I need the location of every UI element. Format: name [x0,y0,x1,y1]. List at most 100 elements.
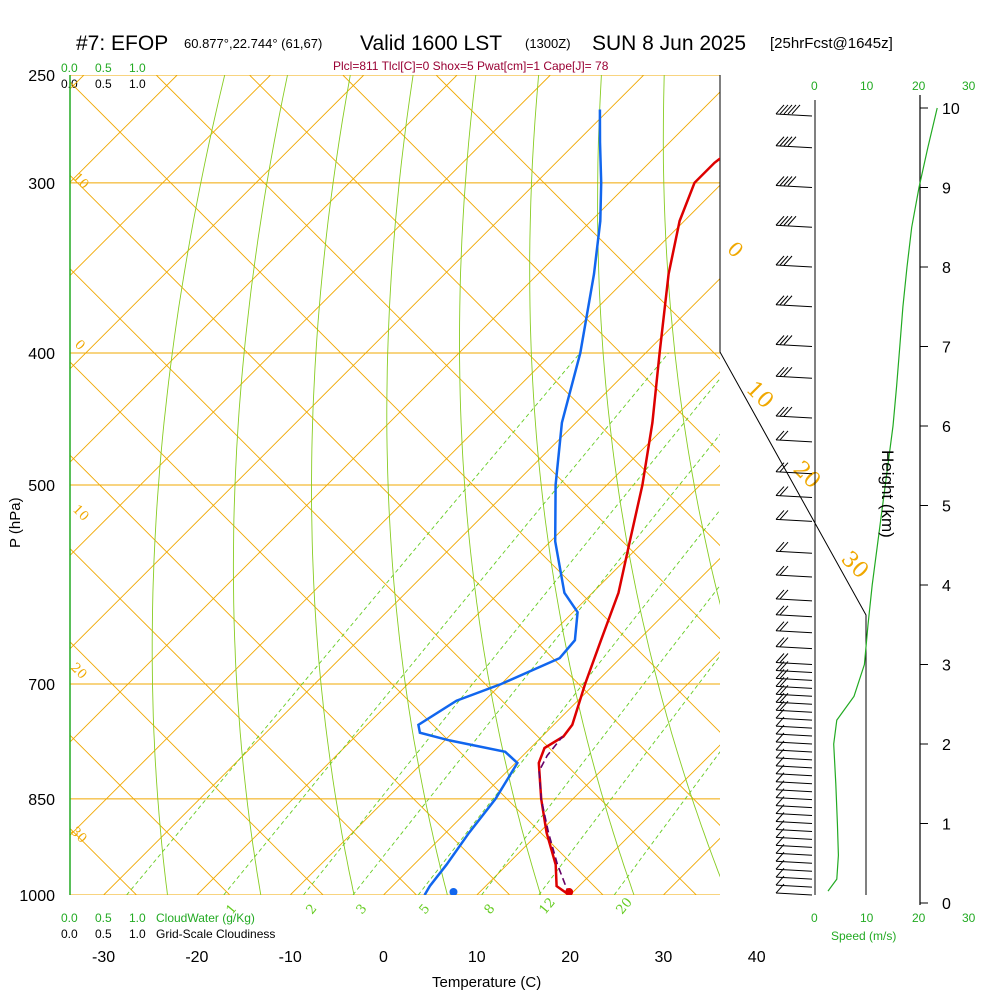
mixing-ratio-line [352,433,720,895]
pressure-tick-label: 250 [28,68,55,85]
wind-barb-feather [775,255,785,266]
wind-barb-feather [779,605,789,616]
cloud-scale-top: 0.0 0.5 1.0 0.0 0.5 1.0 [61,61,146,91]
height-tick-label: 7 [942,340,951,357]
wind-barb-shaft [775,598,813,602]
isotherm-line [569,744,720,895]
mixing-ratio-label: 3 [354,902,371,918]
dewpoint-line [417,109,603,895]
dry-adiabat [915,75,1000,895]
dry-adiabat [597,75,720,878]
wind-barb-feather [779,215,789,226]
wind-barb [775,565,813,578]
wind-barb [775,176,813,188]
speed-label: Speed (m/s) [831,929,896,943]
wind-barb-feather [775,335,785,345]
height-tick-label: 6 [942,419,951,436]
wind-barb-feather [779,637,789,647]
scale-top-black-2: 1.0 [129,77,146,91]
wind-barb-feather [775,510,785,520]
wind-barb-shaft [775,224,813,228]
pressure-tick-label: 500 [28,478,55,495]
wind-barb-shaft [775,709,813,713]
wind-barb-shaft [775,185,813,188]
wind-barb-feather [775,462,785,473]
wind-barb-shaft [775,821,813,824]
wind-barb-feather [787,136,797,147]
wind-barb-shaft [775,868,813,872]
wind-barb-feather [779,486,789,496]
speed-top-20: 20 [912,79,926,93]
wind-barb-shaft [775,876,813,880]
wind-barb-shaft [775,741,813,745]
scale-top-green-1: 0.5 [95,61,112,75]
wind-barb-feather [779,295,789,306]
wind-barb-shaft [775,892,813,896]
wind-barb-shaft [775,264,813,268]
wind-barb-feather [779,366,789,377]
wind-barb-shaft [775,836,813,840]
wind-barb-feather [779,255,789,266]
wind-barb-feather [775,366,785,377]
temperature-tick-label: 0 [379,949,388,966]
wind-barb-shaft [775,828,813,832]
wind-barb-feather [779,136,789,147]
surface-temperature-dot [565,888,574,895]
temperature-tick-label: -30 [92,949,115,966]
wind-barb-feather [779,589,789,600]
wind-barb-shaft [775,781,813,785]
plot-right-border [719,75,867,895]
isotherm-label: 0 [722,237,748,263]
wind-panel [775,104,938,896]
wind-barb-shaft [775,844,813,848]
forecast-text: [25hrFcst@1645z] [770,35,893,52]
wind-barb-feather [783,406,793,417]
wind-barb-feather [775,565,785,576]
height-tick-label: 0 [942,896,951,913]
dry-adiabat [978,75,1000,895]
wind-barb [775,406,813,419]
wind-barb-shaft [775,574,813,578]
pressure-tick-label: 850 [28,792,55,809]
wind-barb [775,430,813,443]
wind-barb [775,637,813,650]
temperature-tick-label: 10 [468,949,486,966]
wind-barb-shaft [775,471,813,475]
isotherm-line [70,75,458,463]
isotherm-line [943,75,1000,895]
isotherm-cross-line [70,547,417,895]
temperature-tick-label: 40 [748,949,766,966]
y-axis-label: P (hPa) [7,497,24,548]
location-text: 60.877°,22.744° (61,67) [184,36,322,51]
wind-barb-shaft [775,630,813,634]
wind-barb-feather [775,589,785,600]
wind-barb-feather [787,176,797,186]
speed-bot-30: 30 [962,911,976,925]
wind-barb-feather [779,430,789,441]
mixing-ratio-label: 12 [537,895,559,917]
wind-barb-feather [775,621,785,632]
pressure-tick-label: 300 [28,176,55,193]
temperature-line [537,156,720,895]
isotherm-label: 10 [69,502,91,524]
wind-barb [775,136,813,149]
wind-barb-shaft [775,518,813,522]
wind-barb-shaft [775,860,813,864]
isotherm-cross-line [342,75,720,453]
height-tick-label: 8 [942,260,951,277]
surface-dewpoint-dot [449,888,458,895]
x-axis-label: Temperature (C) [432,974,541,991]
wind-barb-shaft [775,550,813,554]
wind-barb-feather [775,136,785,147]
mixing-ratio-label: 20 [614,895,636,917]
scale-bot-black-1: 0.5 [95,927,112,941]
scale-top-green-0: 0.0 [61,61,78,75]
mixing-ratio-line [417,509,720,895]
wind-barb-shaft [775,614,813,618]
wind-barb-feather [783,215,793,226]
wind-barb-shaft [775,797,813,801]
profile-lines [417,109,720,895]
wind-barb-feather [775,605,785,616]
scale-bot-green-0: 0.0 [61,911,78,925]
wind-barb [775,621,813,634]
